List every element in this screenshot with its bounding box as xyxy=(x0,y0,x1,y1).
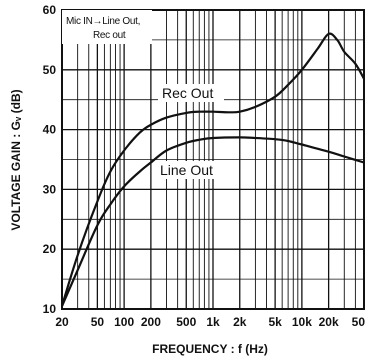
annotation-line-1: Mic IN→Line Out, xyxy=(66,16,140,27)
x-tick-label: 100 xyxy=(114,315,134,329)
x-tick-label: 5k xyxy=(268,315,282,329)
plot-frame xyxy=(61,9,365,310)
x-tick-label: 500 xyxy=(176,315,196,329)
y-tick-label: 20 xyxy=(43,242,57,256)
series-labels: Rec Out Line Out xyxy=(156,84,226,179)
x-tick-label: 1k xyxy=(206,315,220,329)
x-tick-label: 20k xyxy=(319,315,339,329)
x-tick-label: 2k xyxy=(233,315,247,329)
line-out-label-background xyxy=(156,161,226,179)
series-label-rec-out: Rec Out xyxy=(162,85,213,101)
x-tick-label: 10k xyxy=(292,315,312,329)
y-axis-title: VOLTAGE GAIN : Gᵥ (dB) xyxy=(9,89,23,230)
annotation-box: Mic IN→Line Out, Rec out xyxy=(62,10,152,44)
series-label-line-out: Line Out xyxy=(160,162,213,178)
grid-lines xyxy=(61,9,365,310)
y-tick-label: 30 xyxy=(43,182,57,196)
annotation-line-2: Rec out xyxy=(93,30,126,41)
y-tick-label: 60 xyxy=(43,3,57,17)
y-tick-label: 50 xyxy=(43,63,57,77)
rec-out-label-background xyxy=(158,84,224,102)
series-curves xyxy=(60,32,365,307)
x-tick-labels: 20 50 100 200 500 1k 2k 5k 10k 20k 50 xyxy=(55,315,365,329)
series-line-line-out xyxy=(60,136,365,307)
x-tick-label: 200 xyxy=(141,315,161,329)
y-tick-labels: 10 20 30 40 50 60 xyxy=(43,3,57,316)
x-axis-title: FREQUENCY : f (Hz) xyxy=(152,342,268,356)
series-line-rec-out xyxy=(60,32,365,307)
annotation-background xyxy=(62,10,152,44)
x-tick-label: 50 xyxy=(91,315,105,329)
y-tick-label: 40 xyxy=(43,123,57,137)
y-tick-label: 10 xyxy=(43,302,57,316)
x-tick-label: 20 xyxy=(55,315,69,329)
x-tick-label: 50 xyxy=(352,315,366,329)
